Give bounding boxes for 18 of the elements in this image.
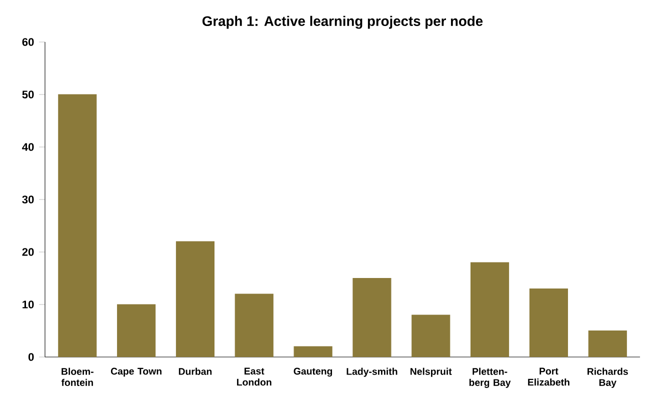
y-tick-label: 30 [22,196,34,204]
x-tick-label: Gauteng [294,368,332,377]
x-tick-label: Port Elizabeth [528,368,570,386]
y-tick-label: 0 [28,353,34,361]
y-tick-label: 40 [22,143,34,151]
x-tick-label: Durban [178,368,212,375]
chart-title: Graph 1: Active learning projects per node [202,16,483,29]
x-tick-label: Bloem-fontein [61,368,94,386]
y-tick-label: 50 [22,90,34,98]
x-tick-label: Pletten-berg Bay [469,368,511,388]
x-tick-label: East London [237,368,272,386]
x-tick-label: Lady-smith [346,368,398,377]
x-tick-label: Nelspruit [410,368,452,377]
y-tick-label: 20 [22,248,34,256]
y-tick-label: 60 [22,38,34,46]
x-tick-label: Richards Bay [588,368,628,388]
x-tick-label: Cape Town [110,368,162,377]
y-tick-label: 10 [22,300,34,308]
